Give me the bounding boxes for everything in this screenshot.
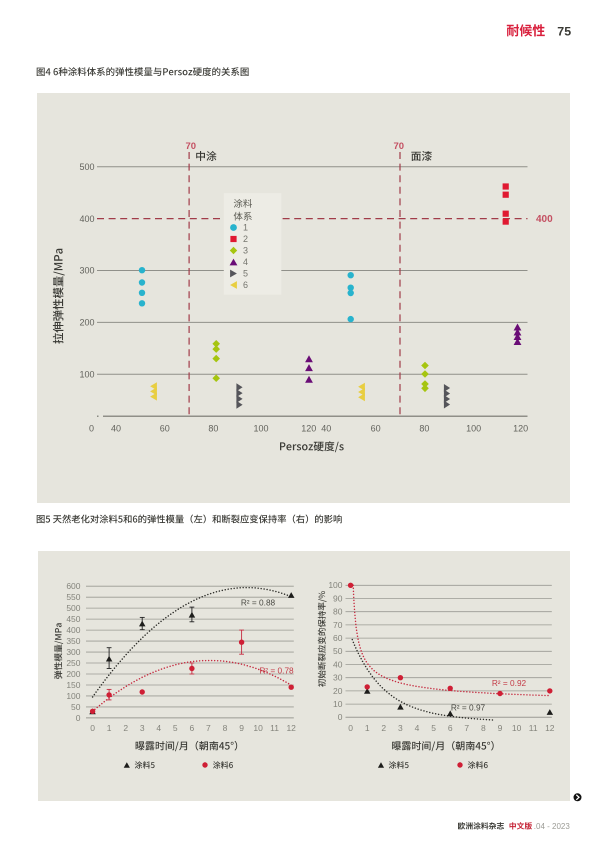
svg-text:70: 70 [333,620,343,630]
svg-text:80: 80 [208,424,218,434]
svg-text:6: 6 [243,280,248,290]
svg-text:4: 4 [243,257,248,267]
svg-text:10: 10 [333,699,343,709]
svg-text:7: 7 [464,723,469,733]
svg-text:250: 250 [66,658,80,668]
svg-text:450: 450 [66,614,80,624]
svg-text:40: 40 [111,424,121,434]
svg-text:120: 120 [513,424,528,434]
svg-text:70: 70 [186,141,197,152]
svg-text:350: 350 [66,636,80,646]
svg-text:2: 2 [243,234,248,244]
svg-text:300: 300 [79,266,94,276]
svg-text:100: 100 [466,424,481,434]
svg-text:9: 9 [239,723,244,733]
svg-text:0: 0 [338,712,343,722]
svg-text:5: 5 [431,723,436,733]
svg-text:12: 12 [286,723,296,733]
svg-text:R² = 0.78: R² = 0.78 [259,666,294,676]
svg-text:100: 100 [79,370,94,380]
svg-text:6: 6 [190,723,195,733]
svg-text:80: 80 [419,424,429,434]
svg-text:2: 2 [123,723,128,733]
svg-text:120: 120 [301,424,316,434]
svg-text:60: 60 [371,424,381,434]
svg-text:150: 150 [66,680,80,690]
svg-text:40: 40 [333,659,343,669]
svg-text:400: 400 [66,625,80,635]
svg-text:600: 600 [66,581,80,591]
svg-text:2: 2 [381,723,386,733]
svg-text:30: 30 [333,673,343,683]
svg-text:12: 12 [545,723,555,733]
svg-text:4: 4 [156,723,161,733]
svg-text:11: 11 [270,723,279,733]
svg-text:90: 90 [333,593,343,603]
svg-text:.04 - 2023: .04 - 2023 [534,822,571,831]
svg-text:0: 0 [89,424,94,434]
svg-text:300: 300 [66,647,80,657]
svg-text:550: 550 [66,592,80,602]
svg-text:50: 50 [71,702,81,712]
svg-text:R² = 0.97: R² = 0.97 [451,703,486,713]
svg-text:60: 60 [160,424,170,434]
svg-text:1: 1 [243,223,248,233]
svg-text:0: 0 [90,723,95,733]
svg-text:400: 400 [79,214,94,224]
svg-text:7: 7 [206,723,211,733]
svg-text:1: 1 [107,723,112,733]
svg-text:R² = 0.88: R² = 0.88 [241,597,276,607]
svg-text:80: 80 [333,607,343,617]
svg-text:100: 100 [66,691,80,701]
svg-text:0: 0 [348,723,353,733]
svg-text:9: 9 [498,723,503,733]
svg-text:8: 8 [481,723,486,733]
svg-text:40: 40 [321,424,331,434]
svg-text:500: 500 [79,162,94,172]
svg-text:1: 1 [365,723,370,733]
svg-text:50: 50 [333,646,343,656]
svg-text:3: 3 [243,246,248,256]
svg-text:75: 75 [557,24,571,38]
svg-text:400: 400 [536,214,553,225]
svg-text:10: 10 [253,723,263,733]
svg-text:11: 11 [529,723,538,733]
svg-text:20: 20 [333,686,343,696]
svg-text:5: 5 [243,269,248,279]
svg-text:R² = 0.92: R² = 0.92 [492,678,527,688]
svg-text:70: 70 [394,141,405,152]
svg-text:3: 3 [398,723,403,733]
svg-text:0: 0 [76,713,81,723]
svg-text:3: 3 [140,723,145,733]
svg-text:60: 60 [333,633,343,643]
svg-text:10: 10 [512,723,522,733]
svg-text:200: 200 [79,318,94,328]
svg-text:6: 6 [448,723,453,733]
svg-text:8: 8 [223,723,228,733]
svg-text:4: 4 [415,723,420,733]
svg-text:100: 100 [328,580,342,590]
svg-text:100: 100 [253,424,268,434]
svg-text:200: 200 [66,669,80,679]
svg-text:5: 5 [173,723,178,733]
svg-text:500: 500 [66,603,80,613]
